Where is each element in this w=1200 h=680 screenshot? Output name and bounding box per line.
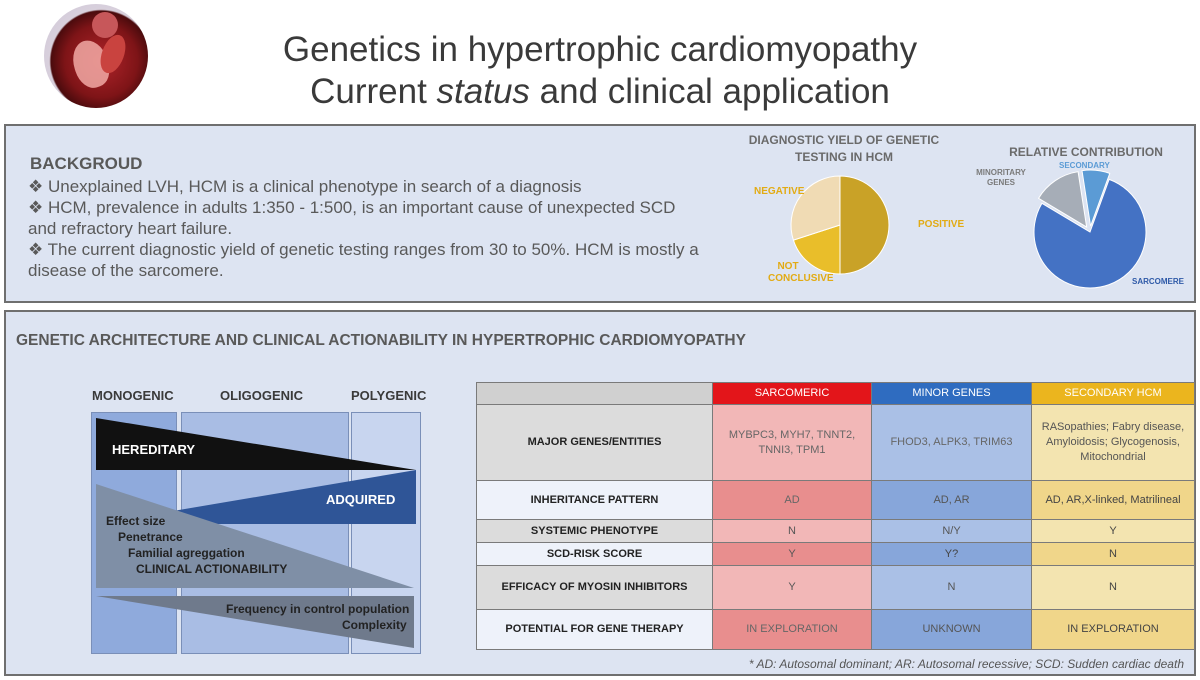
table-cell: AD xyxy=(712,480,872,520)
table-cell: FHOD3, ALPK3, TRIM63 xyxy=(871,404,1032,481)
hereditary-triangle xyxy=(96,418,416,470)
row-label: SCD-RISK SCORE xyxy=(476,542,713,566)
frequency-triangle xyxy=(96,596,414,648)
hereditary-label: HEREDITARY xyxy=(112,442,196,457)
pie-slice-positive xyxy=(839,175,890,275)
table-cell: Y? xyxy=(871,542,1032,566)
table-cell: AD, AR xyxy=(871,480,1032,520)
penetrance-label: Penetrance xyxy=(118,530,183,544)
header-sarcomeric: SARCOMERIC xyxy=(712,382,872,405)
table-cell: AD, AR,X-linked, Matrilineal xyxy=(1031,480,1195,520)
pie-slice-secondary xyxy=(1081,169,1111,227)
background-heading: BACKGROUD xyxy=(30,154,143,173)
pie2-label-minoritary: MINORITARY GENES xyxy=(976,168,1026,187)
clinical-actionability-label: CLINICAL ACTIONABILITY xyxy=(136,562,288,576)
pie1-label-negative: NEGATIVE xyxy=(754,186,805,197)
architecture-triangles xyxy=(96,418,416,648)
table-cell: Y xyxy=(712,542,872,566)
column-oligogenic: OLIGOGENIC xyxy=(220,388,304,403)
familial-aggregation-label: Familial agreggation xyxy=(128,546,245,560)
architecture-title: GENETIC ARCHITECTURE AND CLINICAL ACTION… xyxy=(16,332,746,349)
row-label: POTENTIAL FOR GENE THERAPY xyxy=(476,609,713,650)
table-cell: N/Y xyxy=(871,519,1032,543)
table-cell: N xyxy=(871,565,1032,610)
effect-size-label: Effect size xyxy=(106,514,166,528)
effect-size-triangle xyxy=(96,484,414,588)
pie2-label-sarcomere: SARCOMERE xyxy=(1132,277,1185,286)
background-bullet: ❖ HCM, prevalence in adults 1:350 - 1:50… xyxy=(28,198,676,238)
diagnostic-yield-pie xyxy=(790,175,890,275)
actionability-table: SARCOMERIC MINOR GENES SECONDARY HCM MAJ… xyxy=(476,382,1195,650)
table-cell: Y xyxy=(1031,519,1195,543)
header-minor-genes: MINOR GENES xyxy=(871,382,1032,405)
header-secondary-hcm: SECONDARY HCM xyxy=(1031,382,1195,405)
background-bullet: ❖ Unexplained LVH, HCM is a clinical phe… xyxy=(28,177,582,196)
table-cell: IN EXPLORATION xyxy=(712,609,872,650)
pie1-label-not-conclusive: NOT CONCLUSIVE xyxy=(768,261,834,284)
row-label: SYSTEMIC PHENOTYPE xyxy=(476,519,713,543)
pie2-label-secondary: SECONDARY xyxy=(1059,161,1110,170)
row-label: EFFICACY OF MYOSIN INHIBITORS xyxy=(476,565,713,610)
frequency-label: Frequency in control population xyxy=(226,602,410,616)
background-text: ❖ Unexplained LVH, HCM is a clinical phe… xyxy=(28,176,708,281)
background-panel: BACKGROUD ❖ Unexplained LVH, HCM is a cl… xyxy=(4,124,1196,303)
pie1-label-positive: POSITIVE xyxy=(918,219,965,230)
table-cell: N xyxy=(712,519,872,543)
pie-slice-minoritary-genes xyxy=(1037,171,1088,228)
relative-contribution-pie xyxy=(1033,169,1147,289)
footnote: * AD: Autosomal dominant; AR: Autosomal … xyxy=(748,657,1184,671)
table-cell: RASopathies; Fabry disease, Amyloidosis;… xyxy=(1031,404,1195,481)
architecture-panel: GENETIC ARCHITECTURE AND CLINICAL ACTION… xyxy=(4,310,1196,676)
table-cell: IN EXPLORATION xyxy=(1031,609,1195,650)
pie-slice-not-conclusive xyxy=(792,224,841,275)
page-subtitle: Current status and clinical application xyxy=(310,72,890,111)
table-cell: UNKNOWN xyxy=(871,609,1032,650)
pie-slice-sarcomere xyxy=(1033,178,1147,289)
column-polygenic: POLYGENIC xyxy=(351,388,427,403)
column-monogenic: MONOGENIC xyxy=(92,388,174,403)
table-cell: N xyxy=(1031,565,1195,610)
table-cell: MYBPC3, MYH7, TNNT2, TNNI3, TPM1 xyxy=(712,404,872,481)
pie1-title: DIAGNOSTIC YIELD OF GENETIC TESTING IN H… xyxy=(748,133,940,164)
table-corner xyxy=(476,382,713,405)
table-cell: N xyxy=(1031,542,1195,566)
pie-slice-negative xyxy=(790,175,841,241)
row-label: MAJOR GENES/ENTITIES xyxy=(476,404,713,481)
adquired-label: ADQUIRED xyxy=(326,492,396,507)
complexity-label: Complexity xyxy=(342,618,407,632)
table-cell: Y xyxy=(712,565,872,610)
page-title: Genetics in hypertrophic cardiomyopathy xyxy=(282,30,918,69)
heart-illustration xyxy=(44,4,148,108)
row-label: INHERITANCE PATTERN xyxy=(476,480,713,520)
pie2-title: RELATIVE CONTRIBUTION xyxy=(1009,145,1163,159)
background-bullet: ❖ The current diagnostic yield of geneti… xyxy=(28,240,699,280)
